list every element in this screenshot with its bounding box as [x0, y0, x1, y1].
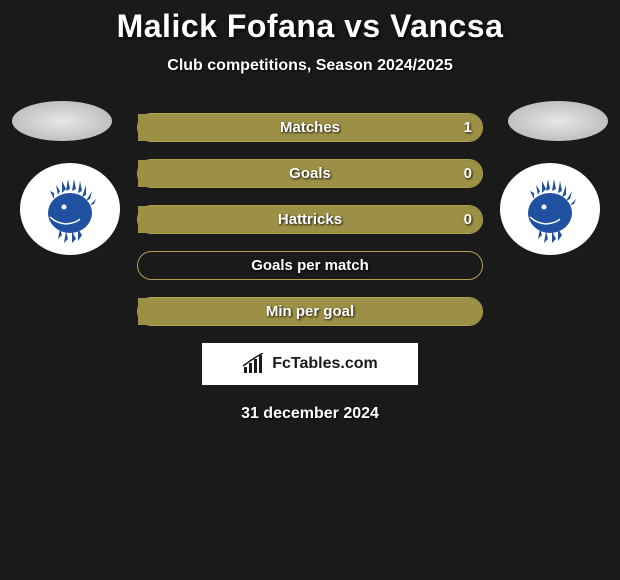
bar-value-right: 0: [464, 165, 472, 182]
bar-label: Hattricks: [278, 211, 342, 228]
stat-bar: Hattricks 0: [137, 205, 483, 234]
stat-bar: Min per goal: [137, 297, 483, 326]
stats-bars: Matches 1 Goals 0 Hattricks 0 Goals per match M…: [137, 113, 483, 326]
bar-value-right: 0: [464, 211, 472, 228]
player-photo-left: [12, 101, 112, 141]
attribution-text: FcTables.com: [272, 355, 378, 373]
bar-label: Matches: [280, 119, 340, 136]
club-logo-right: [500, 163, 600, 255]
content-area: Matches 1 Goals 0 Hattricks 0 Goals per match M…: [0, 113, 620, 423]
native-head-icon: [30, 169, 110, 249]
bar-label: Goals per match: [251, 257, 369, 274]
native-head-icon: [510, 169, 590, 249]
stat-bar: Matches 1: [137, 113, 483, 142]
date-text: 31 december 2024: [0, 405, 620, 423]
player-photo-right: [508, 101, 608, 141]
chart-icon: [242, 353, 268, 375]
page-title: Malick Fofana vs Vancsa: [0, 8, 620, 45]
comparison-card: Malick Fofana vs Vancsa Club competition…: [0, 0, 620, 423]
club-logo-left: [20, 163, 120, 255]
stat-bar: Goals 0: [137, 159, 483, 188]
attribution-box[interactable]: FcTables.com: [202, 343, 418, 385]
stat-bar: Goals per match: [137, 251, 483, 280]
bar-value-right: 1: [464, 119, 472, 136]
subtitle: Club competitions, Season 2024/2025: [0, 57, 620, 75]
bar-label: Goals: [289, 165, 331, 182]
bar-label: Min per goal: [266, 303, 354, 320]
